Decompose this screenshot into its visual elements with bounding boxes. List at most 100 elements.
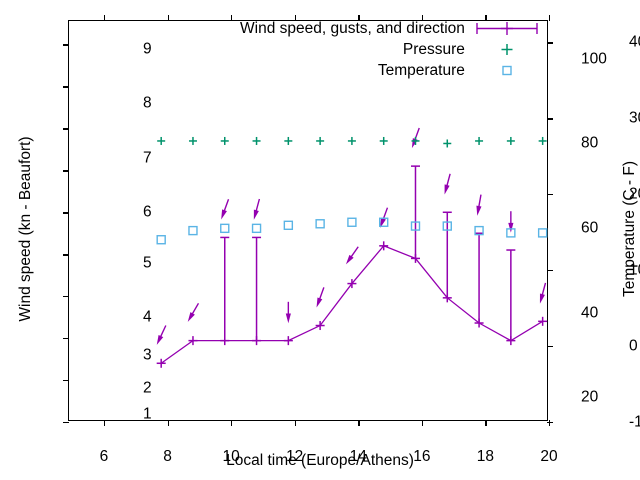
x-axis-tick — [421, 420, 424, 426]
beaufort-scale-label: 4 — [143, 308, 152, 326]
beaufort-scale-label: 5 — [143, 253, 152, 271]
fahrenheit-scale-label: 100 — [581, 50, 607, 68]
chart-data-layer — [156, 127, 548, 368]
beaufort-scale-label: 9 — [143, 39, 152, 57]
legend-label-temperature: Temperature — [377, 62, 465, 79]
y-axis-left-title: Wind speed (kn - Beaufort) — [17, 136, 34, 322]
temperature-marker — [506, 228, 516, 238]
y2-axis-tick — [547, 42, 553, 44]
legend-label-wind: Wind speed, gusts, and direction — [240, 20, 465, 37]
beaufort-scale-label: 7 — [143, 148, 152, 166]
temperature-marker — [379, 217, 389, 227]
x-axis-tick-top — [485, 15, 487, 21]
wind-direction-arrows-group — [156, 127, 547, 345]
x-axis-tick — [103, 420, 106, 426]
legend-item-temperature[interactable]: Temperature — [240, 60, 539, 81]
wind-direction-arrow — [380, 207, 389, 228]
beaufort-scale-label: 1 — [143, 404, 152, 422]
temperature-marker — [188, 225, 198, 236]
x-axis-tick — [358, 420, 360, 426]
legend-item-pressure[interactable]: Pressure — [240, 39, 539, 60]
wind-gust-bars-group — [220, 165, 516, 341]
y2-axis-tick-label: 10 — [629, 261, 640, 279]
wind-direction-arrow — [345, 246, 359, 265]
y2-axis-tick-label: 0 — [629, 337, 638, 355]
x-axis-tick-label: 12 — [286, 448, 304, 465]
wind-direction-arrow — [187, 302, 200, 322]
pressure-marker — [284, 136, 293, 145]
legend-item-wind[interactable]: Wind speed, gusts, and direction — [240, 18, 539, 39]
pressure-marker — [252, 136, 261, 145]
x-axis-tick-top — [103, 15, 106, 21]
y-axis-tick — [63, 338, 69, 340]
y-axis-tick — [63, 422, 69, 424]
pressure-markers-group — [157, 136, 547, 148]
y-axis-tick — [63, 296, 69, 298]
pressure-marker — [379, 136, 388, 145]
pressure-marker — [538, 136, 547, 145]
fahrenheit-scale-label: 20 — [581, 388, 599, 406]
x-axis-tick — [549, 420, 551, 426]
wind-direction-arrow — [221, 199, 230, 220]
pressure-marker — [475, 136, 484, 145]
x-axis-tick-label: 18 — [476, 448, 495, 465]
y2-axis-tick-label: 30 — [629, 109, 640, 127]
wind-direction-arrow — [508, 211, 514, 233]
x-axis-tick-label: 8 — [163, 448, 172, 465]
errorbar-key-icon — [475, 18, 539, 39]
temperature-marker — [410, 221, 421, 231]
x-axis-tick-top — [294, 15, 296, 21]
wind-direction-arrow — [539, 282, 547, 304]
wind-speed-line — [160, 245, 543, 364]
x-axis-tick-label: 16 — [413, 448, 431, 465]
x-axis-title: Local time (Europe/Athens) — [226, 452, 414, 469]
legend-label-pressure: Pressure — [402, 41, 465, 58]
legend: Wind speed, gusts, and direction Pressur… — [240, 18, 539, 81]
x-axis-tick — [231, 420, 233, 426]
y-axis-tick — [63, 212, 69, 214]
x-axis-tick-top — [167, 15, 169, 21]
pressure-marker — [347, 136, 356, 145]
temperature-marker — [474, 225, 484, 236]
y-axis-tick — [63, 128, 69, 130]
fahrenheit-scale-label: 80 — [581, 134, 599, 152]
fahrenheit-scale-label: 60 — [581, 218, 599, 236]
wind-speed-line-group — [156, 241, 548, 368]
fahrenheit-scale-label: 40 — [581, 303, 599, 321]
temperature-markers-group — [156, 217, 548, 245]
beaufort-scale-label: 2 — [143, 379, 152, 397]
x-axis-tick-top — [358, 15, 360, 21]
pressure-marker — [188, 136, 197, 145]
beaufort-scale-label: 3 — [143, 346, 152, 364]
y-axis-tick — [63, 254, 69, 256]
x-axis-tick-top — [421, 15, 424, 21]
plus-key-icon — [475, 39, 539, 60]
y-axis-tick — [63, 170, 69, 172]
temperature-marker — [347, 217, 357, 227]
temperature-marker — [220, 223, 230, 234]
x-axis-tick-top — [549, 15, 551, 21]
y2-axis-tick — [547, 118, 553, 120]
y2-axis-tick-label: -10 — [629, 413, 640, 431]
pressure-marker — [316, 136, 325, 145]
wind-direction-arrow — [316, 287, 325, 308]
y-axis-tick — [63, 86, 69, 88]
temperature-marker — [442, 221, 452, 231]
x-axis-tick-label: 20 — [540, 448, 558, 465]
pressure-marker — [157, 136, 166, 145]
y2-axis-tick — [547, 346, 553, 348]
square-key-icon — [475, 60, 539, 81]
wind-direction-arrow — [156, 325, 167, 345]
beaufort-scale-label: 8 — [143, 94, 152, 112]
y2-axis-tick-label: 40 — [629, 33, 640, 51]
x-axis-tick — [485, 420, 487, 426]
y-axis-tick — [63, 44, 69, 46]
pressure-marker — [220, 136, 229, 145]
temperature-marker — [251, 223, 262, 234]
temperature-marker — [537, 228, 548, 238]
x-axis-tick-label: 14 — [349, 448, 367, 465]
plot-area: 051015202530354045-100102030406810121416… — [63, 15, 640, 464]
temperature-marker — [156, 235, 166, 245]
pressure-marker — [443, 139, 452, 148]
